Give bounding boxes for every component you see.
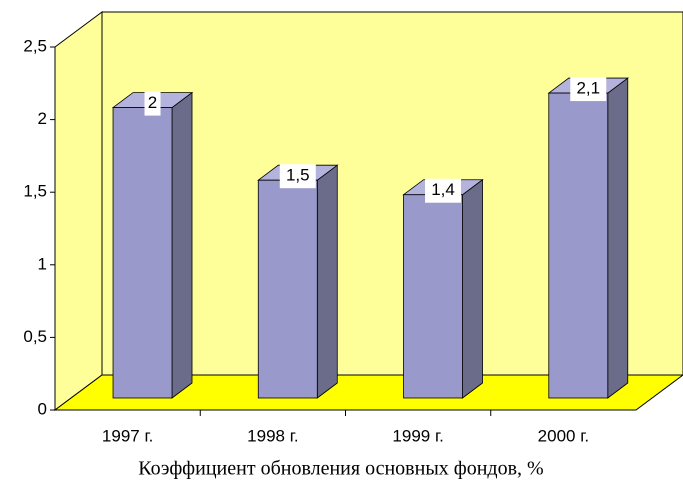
value-label: 2,1: [576, 79, 600, 98]
y-tick-label: 2: [38, 109, 47, 128]
bar: [403, 194, 463, 399]
y-tick-label: 0,5: [23, 327, 47, 346]
x-tick-label: 2000 г.: [538, 426, 589, 445]
y-tick-label: 1,5: [23, 182, 47, 201]
chart-caption: Коэффициент обновления основных фондов, …: [138, 458, 543, 480]
value-label-box: [570, 77, 607, 102]
bar: [548, 92, 609, 399]
value-label-box: [144, 91, 161, 116]
bar-side: [316, 164, 338, 399]
y-tick-label: 0: [38, 399, 47, 418]
value-label: 1,5: [286, 166, 310, 185]
bar: [257, 179, 318, 399]
y-tick-label: 1: [38, 254, 47, 273]
x-tick-label: 1997 г.: [102, 426, 153, 445]
value-label: 1,4: [431, 180, 455, 199]
bar-side: [171, 91, 193, 399]
x-tick-label: 1999 г.: [392, 426, 443, 445]
value-label-box: [425, 178, 462, 203]
side-wall: [54, 11, 103, 411]
bar: [112, 107, 173, 399]
value-label: 2: [148, 93, 157, 112]
bar-side: [462, 178, 483, 399]
y-tick-label: 2,5: [23, 36, 47, 55]
bar-side: [607, 77, 629, 399]
x-tick-label: 1998 г.: [247, 426, 298, 445]
value-label-box: [279, 164, 316, 189]
